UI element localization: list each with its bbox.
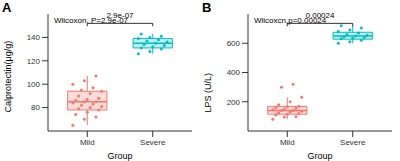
svg-text:100: 100 xyxy=(27,80,41,89)
svg-text:120: 120 xyxy=(27,57,41,66)
svg-text:LPS (U/L): LPS (U/L) xyxy=(203,73,213,113)
svg-text:Group: Group xyxy=(307,151,332,161)
svg-text:Calprotectin(μg/g): Calprotectin(μg/g) xyxy=(8,41,13,113)
svg-text:400: 400 xyxy=(227,68,241,77)
svg-text:80: 80 xyxy=(31,103,40,112)
svg-text:Mild: Mild xyxy=(80,138,95,147)
svg-text:600: 600 xyxy=(227,39,241,48)
svg-text:Mild: Mild xyxy=(280,138,295,147)
svg-text:200: 200 xyxy=(227,98,241,107)
svg-text:Group: Group xyxy=(107,151,132,161)
svg-text:Severe: Severe xyxy=(140,138,166,147)
svg-text:Severe: Severe xyxy=(340,138,366,147)
svg-text:140: 140 xyxy=(27,33,41,42)
